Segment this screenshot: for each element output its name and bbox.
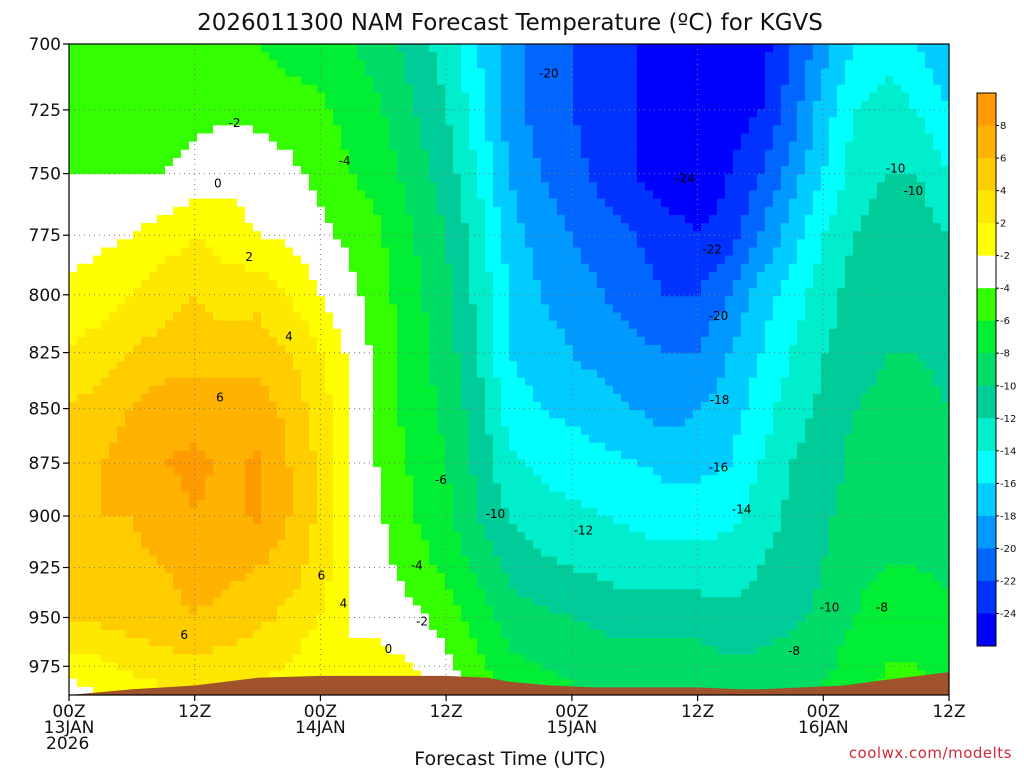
y-tick-label: 700 (29, 35, 61, 55)
contour-label: -18 (710, 393, 730, 407)
contour-label: -20 (539, 66, 559, 80)
contour-label: -2 (416, 615, 428, 629)
contour-label: -10 (886, 162, 906, 176)
colorbar-label: -18 (1000, 511, 1016, 522)
colorbar: 8 6 4 2 -2 -4 -6 -8 -10 -12 -14 -16 -18 -20 -22 -24 (976, 92, 1016, 647)
contour-label: -10 (820, 601, 840, 615)
x-tick-label: 16JAN (798, 718, 849, 738)
y-tick-label: 800 (29, 286, 61, 306)
colorbar-swatch (977, 288, 996, 322)
colorbar-swatch (977, 190, 996, 224)
contour-label: -6 (435, 473, 447, 487)
x-axis-label: Forecast Time (UTC) (414, 748, 605, 768)
contour-label: -10 (904, 184, 924, 198)
colorbar-swatch (977, 353, 996, 387)
y-tick-label: 875 (29, 454, 61, 474)
colorbar-label: -4 (1000, 284, 1010, 295)
y-tick-label: 975 (29, 657, 61, 677)
colorbar-swatch (977, 158, 996, 192)
colorbar-swatch (977, 125, 996, 159)
x-tick-label: 12Z (178, 702, 211, 722)
contour-label: -4 (339, 154, 351, 168)
contour-label: -20 (709, 309, 729, 323)
colorbar-swatch (977, 255, 996, 289)
colorbar-frame (976, 92, 997, 647)
colorbar-label: 8 (1000, 121, 1006, 132)
colorbar-swatch (977, 223, 996, 257)
y-tick-label: 775 (29, 226, 61, 246)
contour-label: 4 (340, 597, 348, 611)
colorbar-label: -6 (1000, 316, 1010, 327)
y-tick-label: 725 (29, 101, 61, 121)
contour-label: -22 (702, 243, 722, 257)
colorbar-label: -12 (1000, 414, 1016, 425)
source-credit: coolwx.com/modelts (849, 744, 1012, 762)
colorbar-label: 2 (1000, 219, 1006, 230)
colorbar-swatch (977, 548, 996, 582)
y-tick-label: 750 (29, 165, 61, 185)
x-tick-label: 12Z (681, 702, 714, 722)
x-tick-label: 00Z (807, 702, 840, 722)
y-tick-label: 825 (29, 344, 61, 364)
y-tick-label: 900 (29, 507, 61, 527)
x-tick-label: 00Z (52, 702, 85, 722)
contour-label: 0 (214, 177, 222, 191)
x-tick-label: 00Z (304, 702, 337, 722)
y-tick-label: 850 (29, 400, 61, 420)
colorbar-label: -8 (1000, 349, 1010, 360)
colorbar-label: 4 (1000, 186, 1006, 197)
x-tick-label: 2026 (46, 734, 89, 754)
colorbar-swatch (977, 515, 996, 549)
colorbar-label: -2 (1000, 251, 1010, 262)
x-tick-label: 13JAN (44, 718, 95, 738)
colorbar-label: -24 (1000, 609, 1016, 620)
colorbar-swatch (977, 450, 996, 484)
contour-label: 6 (318, 569, 326, 583)
colorbar-label: -16 (1000, 479, 1016, 490)
y-tick-label: 950 (29, 609, 61, 629)
contour-label: -4 (411, 558, 423, 572)
contour-label: 0 (385, 642, 393, 656)
colorbar-swatch (977, 385, 996, 419)
colorbar-label: -20 (1000, 544, 1016, 555)
temperature-field (69, 44, 949, 695)
contour-label: -8 (876, 601, 888, 615)
colorbar-swatch (977, 483, 996, 517)
x-tick-label: 14JAN (295, 718, 346, 738)
contour-label: -12 (574, 524, 594, 538)
contour-label: -16 (709, 460, 729, 474)
colorbar-swatch (977, 320, 996, 354)
contour-label: 6 (216, 391, 224, 405)
pressure-axis: 700 725 750 775 800 825 850 875 900 925 950 975 (29, 35, 69, 677)
colorbar-label: -22 (1000, 576, 1016, 587)
colorbar-label: 6 (1000, 154, 1006, 165)
contour-label: -24 (675, 172, 695, 186)
grid-lines (68, 43, 950, 695)
contour-label: 4 (285, 330, 293, 344)
contour-label: -14 (732, 503, 752, 517)
chart-title: 2026011300 NAM Forecast Temperature (ºC)… (197, 10, 823, 36)
contour-label: -10 (486, 507, 506, 521)
plot-frame (68, 43, 950, 696)
colorbar-label: -14 (1000, 446, 1016, 457)
x-tick-label: 12Z (429, 702, 462, 722)
colorbar-swatch (977, 580, 996, 614)
contour-label: -2 (229, 116, 241, 130)
colorbar-swatch (977, 418, 996, 452)
contour-label: 2 (245, 250, 253, 264)
x-tick-label: 00Z (555, 702, 588, 722)
x-tick-label: 12Z (932, 702, 965, 722)
x-tick-label: 15JAN (547, 718, 598, 738)
y-tick-label: 925 (29, 559, 61, 579)
colorbar-swatch (977, 613, 996, 647)
colorbar-label: -10 (1000, 381, 1016, 392)
terrain (69, 672, 949, 695)
colorbar-swatch (977, 93, 996, 127)
contour-label: -8 (788, 644, 800, 658)
contour-label: 6 (180, 628, 188, 642)
